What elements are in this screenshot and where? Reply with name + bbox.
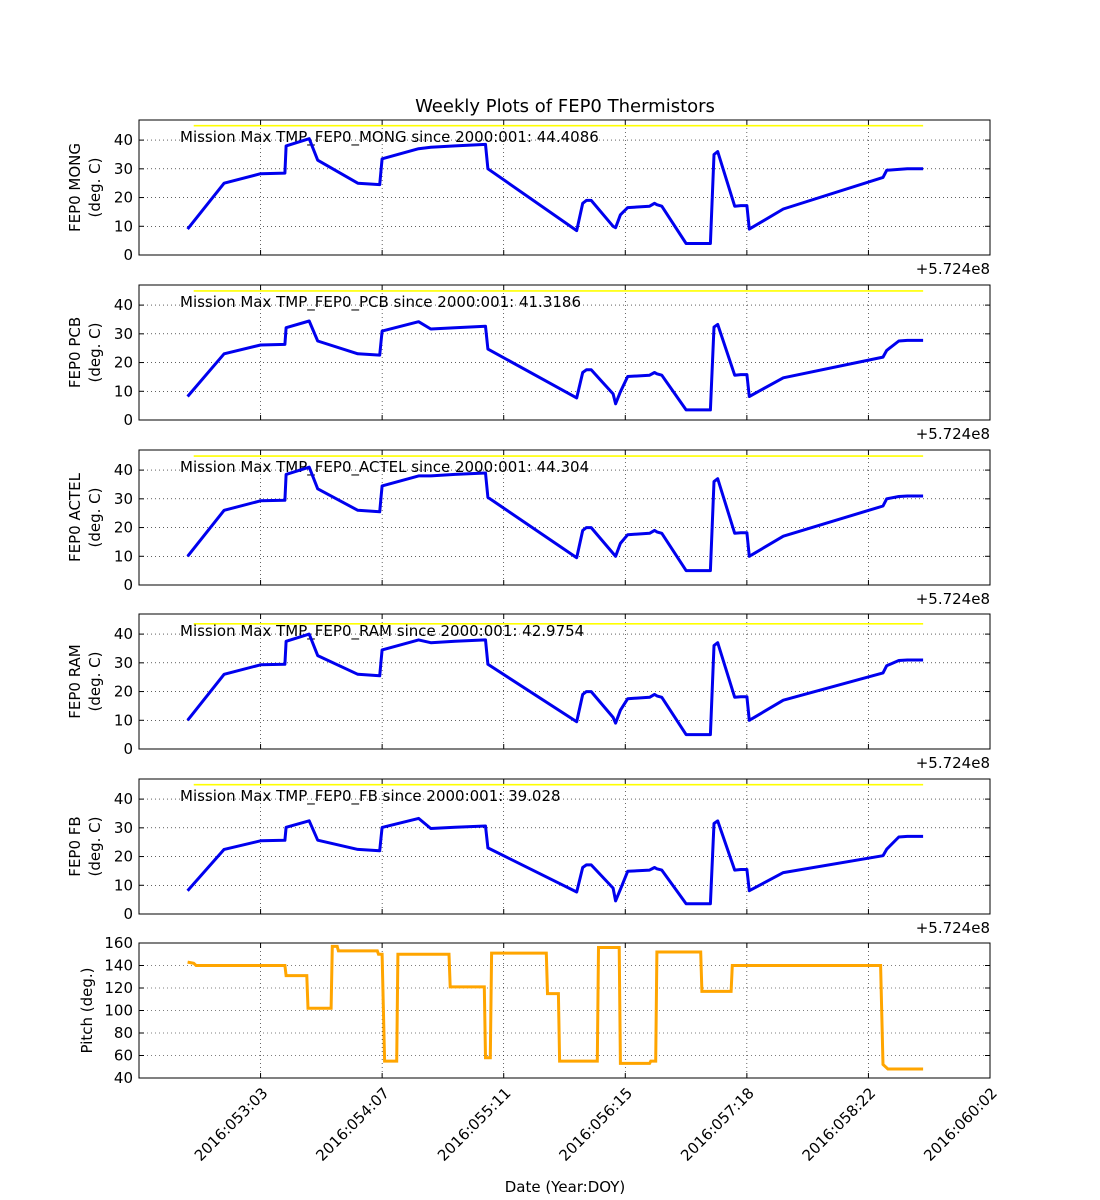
y-tick-label: 30 [114, 654, 133, 672]
y-tick-label: 20 [114, 189, 133, 207]
y-tick-label: 20 [114, 848, 133, 866]
y-tick-label: 10 [114, 382, 133, 400]
axes-frame [138, 778, 991, 915]
x-tick-label: 2016:055:11 [434, 1084, 515, 1165]
x-axis-label: Date (Year:DOY) [505, 1178, 626, 1196]
temperature-series-line [186, 137, 924, 245]
mission-max-annotation: Mission Max TMP_FEP0_PCB since 2000:001:… [180, 293, 581, 312]
temperature-series-line [186, 632, 924, 737]
y-axis-unit: (deg. C) [86, 652, 104, 712]
y-tick-label: 30 [114, 325, 133, 343]
y-tick-label: 20 [114, 519, 133, 537]
chart-title: Weekly Plots of FEP0 Thermistors [415, 96, 715, 117]
y-tick-label: 40 [114, 296, 133, 314]
x-tick-label: 2016:058:22 [799, 1084, 880, 1165]
y-tick-label: 160 [104, 934, 133, 952]
axes-frame [138, 942, 991, 1079]
x-offset-label: +5.724e8 [916, 919, 990, 937]
x-offset-label: +5.724e8 [916, 590, 990, 608]
x-offset-label: +5.724e8 [916, 754, 990, 772]
y-axis-unit: (deg. C) [86, 488, 104, 548]
y-tick-label: 80 [114, 1024, 133, 1042]
y-tick-label: 40 [114, 1069, 133, 1087]
y-axis-label: FEP0 RAM [66, 644, 84, 718]
mission-max-annotation: Mission Max TMP_FEP0_FB since 2000:001: … [180, 787, 561, 806]
axes-frame [138, 613, 991, 750]
axes-frame [138, 449, 991, 586]
y-tick-label: 0 [123, 740, 133, 758]
y-tick-label: 10 [114, 711, 133, 729]
y-tick-label: 0 [123, 411, 133, 429]
mission-max-annotation: Mission Max TMP_FEP0_RAM since 2000:001:… [180, 622, 584, 641]
y-tick-label: 0 [123, 576, 133, 594]
y-axis-label: Pitch (deg.) [78, 967, 96, 1053]
y-tick-label: 40 [114, 461, 133, 479]
y-tick-label: 10 [114, 217, 133, 235]
y-tick-label: 0 [123, 246, 133, 264]
y-axis-label: FEP0 PCB [66, 317, 84, 388]
y-tick-label: 0 [123, 905, 133, 923]
y-tick-label: 60 [114, 1047, 133, 1065]
y-tick-label: 30 [114, 490, 133, 508]
temperature-series-line [186, 465, 924, 573]
temperature-series-line [186, 319, 924, 412]
y-tick-label: 30 [114, 160, 133, 178]
y-axis-label: FEP0 MONG [66, 143, 84, 232]
mission-max-annotation: Mission Max TMP_FEP0_ACTEL since 2000:00… [180, 458, 589, 477]
axes-frame [138, 284, 991, 421]
y-axis-label: FEP0 ACTEL [66, 472, 84, 562]
axes-frame [138, 119, 991, 256]
y-tick-label: 140 [104, 957, 133, 975]
y-axis-unit: (deg. C) [86, 323, 104, 383]
y-tick-label: 10 [114, 547, 133, 565]
y-tick-label: 120 [104, 979, 133, 997]
y-tick-label: 40 [114, 790, 133, 808]
y-tick-label: 10 [114, 876, 133, 894]
temperature-series-line [186, 816, 924, 906]
y-axis-label: FEP0 FB [66, 816, 84, 876]
x-tick-label: 2016:060:02 [920, 1084, 1001, 1165]
x-tick-label: 2016:053:03 [191, 1084, 272, 1165]
x-tick-label: 2016:057:18 [677, 1084, 758, 1165]
y-tick-label: 20 [114, 354, 133, 372]
mission-max-annotation: Mission Max TMP_FEP0_MONG since 2000:001… [180, 128, 599, 147]
y-axis-unit: (deg. C) [86, 817, 104, 877]
y-tick-label: 40 [114, 625, 133, 643]
y-tick-label: 20 [114, 683, 133, 701]
x-offset-label: +5.724e8 [916, 425, 990, 443]
y-tick-label: 30 [114, 819, 133, 837]
y-axis-unit: (deg. C) [86, 158, 104, 218]
x-tick-label: 2016:054:07 [312, 1084, 393, 1165]
x-tick-label: 2016:056:15 [556, 1084, 637, 1165]
y-tick-label: 100 [104, 1002, 133, 1020]
pitch-series-line [187, 944, 924, 1071]
y-tick-label: 40 [114, 131, 133, 149]
x-offset-label: +5.724e8 [916, 260, 990, 278]
